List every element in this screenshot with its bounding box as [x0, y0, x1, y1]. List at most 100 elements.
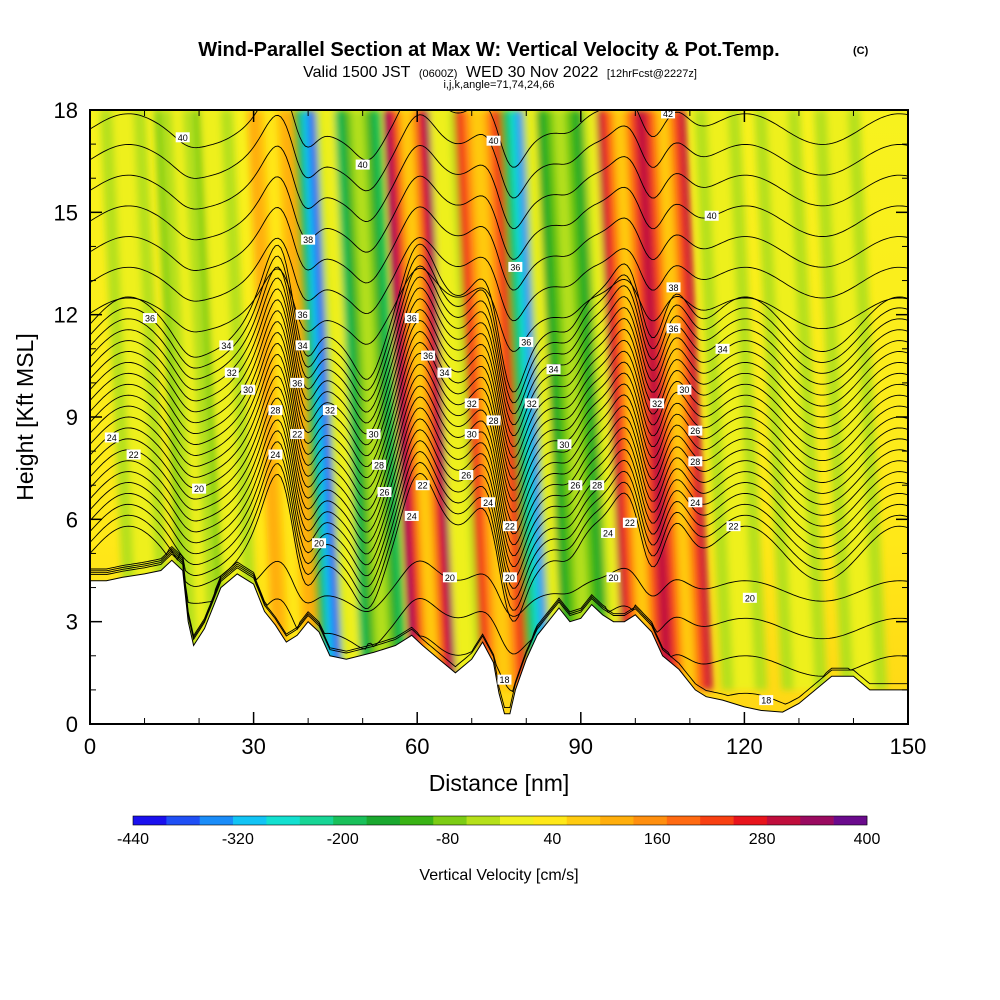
weak-band [416, 110, 490, 690]
contour-label-text: 22 [129, 450, 139, 460]
contour-label: 32 [650, 398, 665, 409]
contour-label-text: 28 [489, 416, 499, 426]
theta-contour-line [90, 352, 908, 502]
contour-label-box [268, 405, 283, 416]
contour-label: 36 [508, 261, 523, 272]
contour-label-box [601, 527, 616, 538]
weak-band [814, 110, 888, 690]
theta-contour-line [90, 309, 908, 458]
contour-label: 20 [192, 483, 207, 494]
contour-label-box [688, 456, 703, 467]
theta-contour-line [90, 551, 908, 693]
colorbar-label: Vertical Velocity [cm/s] [419, 867, 578, 884]
colorbar-segment [733, 816, 768, 825]
colorbar-tick-label: 400 [854, 831, 881, 848]
colorbar-segment [366, 816, 401, 825]
contour-label: 22 [726, 521, 741, 532]
contour-label-box [268, 449, 283, 460]
theta-contour-line [90, 320, 908, 469]
colorbar-tick-label: -200 [327, 831, 359, 848]
weak-band-core [771, 110, 810, 690]
contour-label-box [557, 439, 572, 450]
contour-label-box [415, 480, 430, 491]
contour-label: 28 [486, 415, 501, 426]
contour-label-box [742, 592, 757, 603]
contour-label: 24 [601, 527, 616, 538]
contour-label-text: 36 [298, 310, 308, 320]
colorbar-segment [266, 816, 301, 825]
contour-label-text: 36 [145, 314, 155, 324]
weak-band-core [433, 110, 472, 690]
contour-label-box [546, 364, 561, 375]
contour-label-box [459, 469, 474, 480]
contour-label-text: 40 [178, 133, 188, 143]
contour-label: 22 [290, 429, 305, 440]
theta-contour-line [90, 440, 908, 589]
contour-label: 24 [404, 510, 419, 521]
contour-label-text: 34 [718, 344, 728, 354]
theta-contour-line [90, 472, 908, 622]
x-tick-label: 120 [726, 734, 763, 759]
contour-label: 34 [437, 367, 452, 378]
contour-label-box [726, 521, 741, 532]
contour-label: 36 [666, 323, 681, 334]
contour-label-box [464, 398, 479, 409]
contour-label-text: 36 [521, 337, 531, 347]
contour-label-box [622, 517, 637, 528]
contour-label-text: 20 [314, 539, 324, 549]
contour-label-box [481, 497, 496, 508]
contour-label-text: 20 [609, 573, 619, 583]
contour-label-text: 32 [325, 406, 335, 416]
downdraft-band-core [553, 110, 592, 690]
theta-contour-line [90, 298, 908, 447]
contour-label: 30 [464, 429, 479, 440]
contour-label: 22 [502, 521, 517, 532]
contour-label-text: 34 [221, 341, 231, 351]
updraft-band-core [400, 110, 440, 690]
updraft-band-core [657, 110, 696, 690]
contour-label: 24 [104, 432, 119, 443]
contour-label: 34 [546, 364, 561, 375]
contour-label-box [464, 429, 479, 440]
theta-contour-line [90, 341, 908, 491]
contour-label-box [241, 384, 256, 395]
contour-label-text: 32 [652, 399, 662, 409]
contour-label: 18 [497, 674, 512, 685]
contour-label-text: 20 [194, 484, 204, 494]
x-tick-label: 30 [241, 734, 265, 759]
contour-label-box [437, 367, 452, 378]
contour-label-box [404, 313, 419, 324]
contour-label-text: 24 [107, 433, 117, 443]
contour-label: 32 [524, 398, 539, 409]
downdraft-band [536, 110, 610, 690]
theta-contour-line [90, 396, 908, 546]
colorbar-frame [132, 815, 868, 826]
contour-label: 20 [442, 572, 457, 583]
contour-label-box [355, 159, 370, 170]
updraft-band [596, 110, 670, 690]
contour-label: 32 [322, 405, 337, 416]
updraft-band [454, 110, 528, 690]
contour-label-text: 22 [728, 522, 738, 532]
updraft-band-core [264, 110, 303, 690]
colorbar-segment [466, 816, 501, 825]
y-tick-label: 18 [54, 98, 78, 123]
theta-contour-line [90, 549, 908, 655]
contour-label-text: 18 [499, 675, 509, 685]
weak-band [754, 110, 828, 690]
theta-contour-line [90, 374, 908, 524]
contour-label: 30 [557, 439, 572, 450]
contour-label-text: 18 [761, 696, 771, 706]
contour-label-text: 26 [461, 470, 471, 480]
contour-label-text: 24 [407, 511, 417, 521]
contour-label: 40 [486, 135, 501, 146]
contour-label-text: 34 [298, 341, 308, 351]
contour-label-box [372, 459, 387, 470]
contour-label-text: 22 [418, 481, 428, 491]
colorbar-segment [666, 816, 701, 825]
contour-label-text: 30 [467, 430, 477, 440]
contour-label-box [290, 429, 305, 440]
contour-label: 24 [481, 497, 496, 508]
contour-label: 26 [377, 487, 392, 498]
colorbar-segment [833, 816, 868, 825]
